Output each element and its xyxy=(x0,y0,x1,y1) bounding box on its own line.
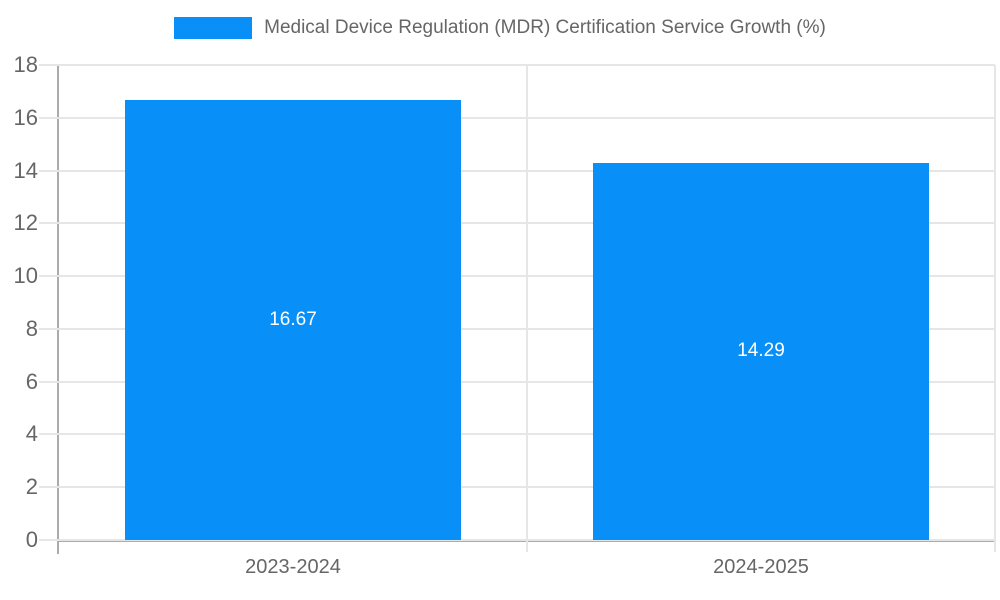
bar-2023-2024[interactable]: 16.67 xyxy=(124,100,462,540)
legend-swatch-icon xyxy=(174,17,253,39)
y-gridline xyxy=(39,380,995,383)
y-axis-tick-label: 18 xyxy=(13,52,38,77)
y-axis-tick-label: 16 xyxy=(13,104,38,130)
y-axis-tick-stub xyxy=(57,540,59,554)
legend[interactable]: Medical Device Regulation (MDR) Certific… xyxy=(0,17,1000,39)
y-axis-tick-label: 0 xyxy=(25,527,38,552)
legend-label: Medical Device Regulation (MDR) Certific… xyxy=(264,17,826,38)
y-gridline xyxy=(39,433,995,436)
y-axis-tick-label: 10 xyxy=(13,263,38,289)
x-axis-tick-label: 2024-2025 xyxy=(713,556,809,578)
bar-value-label: 16.67 xyxy=(269,309,317,331)
y-gridline xyxy=(39,169,995,172)
bar-value-label: 14.29 xyxy=(737,340,785,362)
y-gridline xyxy=(39,486,995,489)
y-gridline xyxy=(39,539,995,541)
y-gridline xyxy=(39,275,995,278)
y-gridline xyxy=(39,222,995,225)
y-axis-tick-label: 2 xyxy=(25,474,38,500)
y-axis-tick-label: 6 xyxy=(25,368,38,394)
y-gridline xyxy=(39,327,995,330)
y-axis-tick-label: 4 xyxy=(25,421,38,447)
x-gridline xyxy=(526,65,528,552)
y-gridline xyxy=(39,116,995,119)
y-axis-tick-label: 8 xyxy=(25,315,38,341)
x-gridline xyxy=(994,65,996,552)
y-axis-tick-label: 14 xyxy=(13,157,38,183)
bar-2024-2025[interactable]: 14.29 xyxy=(592,162,930,540)
x-axis-tick-label: 2023-2024 xyxy=(245,556,341,578)
plot-area: 0 2 4 6 8 10 12 14 16 18 16.67 2023-2024 14.29 2024-2… xyxy=(14,54,996,578)
y-gridline xyxy=(39,64,995,66)
y-axis-tick-label: 12 xyxy=(13,210,38,236)
